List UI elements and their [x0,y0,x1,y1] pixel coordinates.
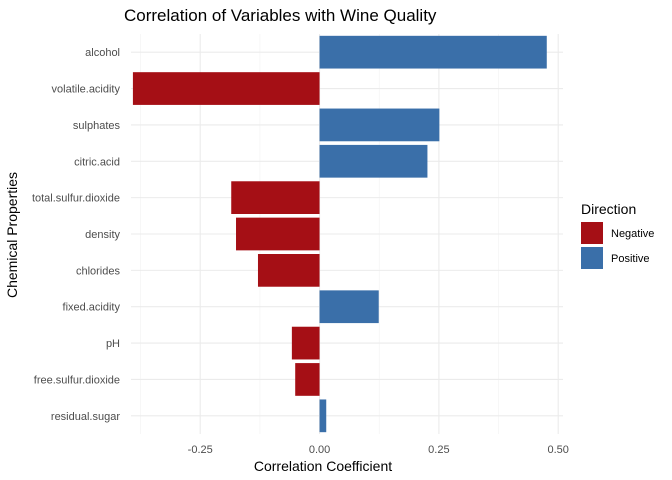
x-tick-label-0: -0.25 [188,444,213,456]
legend-title: Direction [581,201,636,217]
x-tick-label-2: 0.25 [428,444,449,456]
bar-sulphates [319,108,440,142]
bar-pH [291,326,320,360]
bar-citric-acid [319,144,428,178]
y-tick-label-pH: pH [106,338,120,350]
bar-fixed-acidity [319,290,379,324]
legend: Direction Negative Positive [581,201,654,269]
bar-free-sulfur-dioxide [295,363,320,396]
y-tick-label-chlorides: chlorides [76,265,121,277]
y-tick-label-density: density [85,229,120,241]
bar-residual-sugar [319,399,327,433]
bar-volatile-acidity [132,72,320,105]
x-tick-label-3: 0.50 [548,444,569,456]
bar-total-sulfur-dioxide [231,181,320,214]
x-tick-label-1: 0.00 [309,444,330,456]
y-tick-label-residual-sugar: residual.sugar [51,411,120,423]
legend-label-positive: Positive [611,253,650,265]
y-tick-label-citric-acid: citric.acid [74,156,120,168]
y-tick-label-free-sulfur-dioxide: free.sulfur.dioxide [34,374,120,386]
legend-swatch-positive [581,247,603,269]
bars [132,35,547,433]
y-tick-label-sulphates: sulphates [73,120,121,132]
x-tick-labels: -0.25 0.00 0.25 0.50 [188,444,569,456]
chart-title: Correlation of Variables with Wine Quali… [124,6,437,25]
legend-swatch-negative [581,222,603,244]
y-tick-label-alcohol: alcohol [85,47,120,59]
y-tick-label-volatile-acidity: volatile.acidity [52,84,121,96]
bar-chlorides [257,254,320,287]
y-tick-label-total-sulfur-dioxide: total.sulfur.dioxide [32,193,120,205]
legend-label-negative: Negative [611,228,654,240]
y-axis-title: Chemical Properties [4,172,20,298]
y-tick-label-fixed-acidity: fixed.acidity [63,302,121,314]
bar-alcohol [319,35,547,69]
y-tick-labels: alcohol volatile.acidity sulphates citric.a… [32,47,121,423]
x-axis-title: Correlation Coefficient [254,458,392,474]
bar-density [236,217,320,251]
